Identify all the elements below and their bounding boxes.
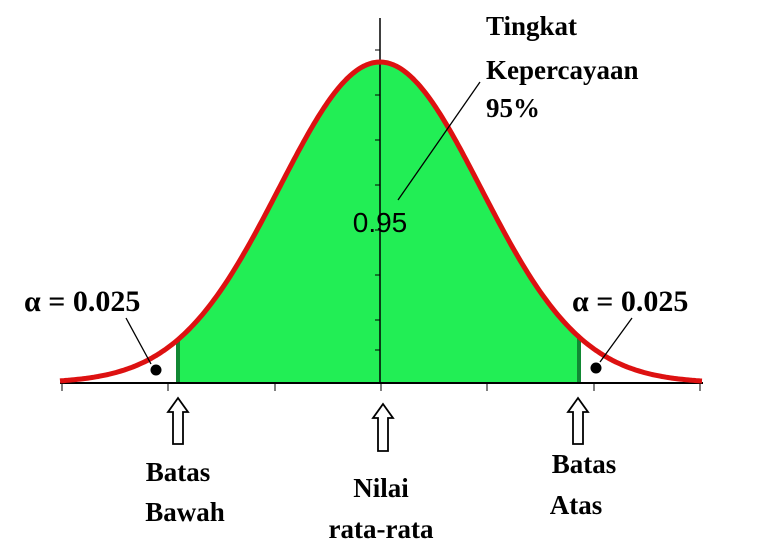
mean-label-line1: Nilai	[353, 473, 409, 503]
right-tail-dot	[590, 362, 602, 374]
left-tail-alpha-label: α = 0.025	[24, 285, 140, 318]
upper-bound-label-line2: Atas	[550, 490, 603, 520]
confidence-title-line2: Kepercayaan	[486, 55, 638, 85]
confidence-title-line3: 95%	[486, 93, 540, 123]
right-tail-leader-line	[599, 317, 633, 363]
lower-bound-label-line2: Bawah	[145, 497, 225, 527]
confidence-region-fill	[178, 62, 579, 383]
left-tail-dot	[150, 364, 162, 376]
mean-arrow-icon	[371, 402, 395, 452]
upper-bound-label-line1: Batas	[552, 449, 617, 479]
mean-label-line2: rata-rata	[329, 514, 434, 544]
x-axis	[60, 382, 703, 391]
center-area-value: 0.95	[353, 207, 408, 238]
right-tail-alpha-label: α = 0.025	[572, 285, 688, 318]
upper-bound-arrow-icon	[566, 396, 590, 445]
y-axis	[375, 18, 381, 383]
confidence-leader-line	[397, 81, 481, 201]
lower-bound-label-line1: Batas	[146, 457, 211, 487]
lower-bound-arrow-icon	[166, 396, 190, 445]
normal-curve	[59, 59, 703, 384]
confidence-title-line1: Tingkat	[486, 11, 577, 41]
left-tail-leader-line	[125, 317, 152, 365]
